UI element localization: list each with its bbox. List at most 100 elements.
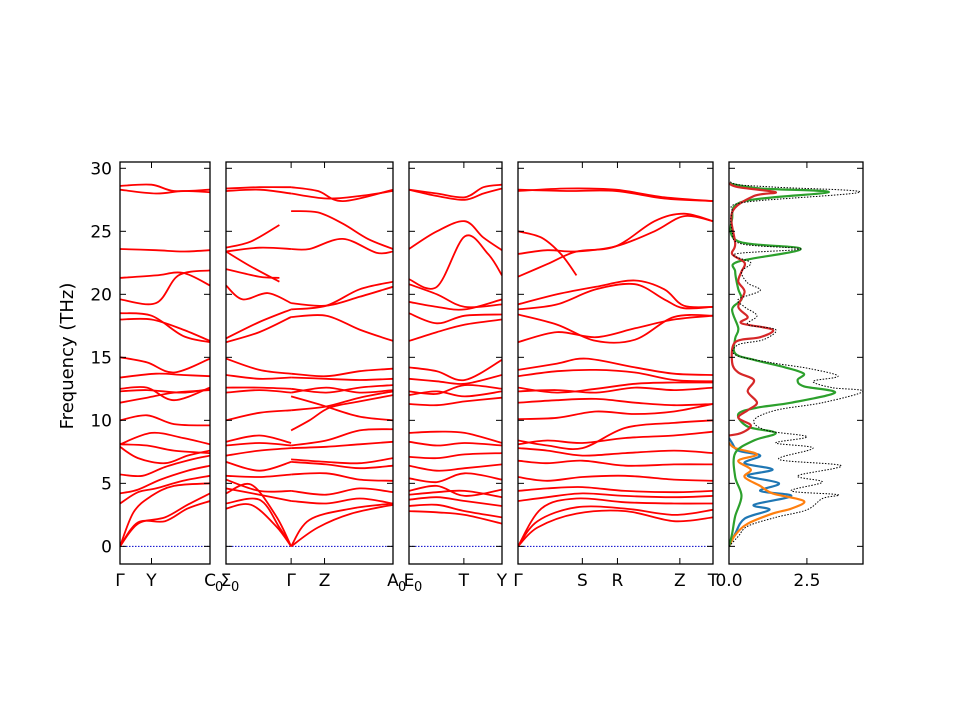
x-tick-label: S [577,571,588,591]
x-tick-label: Y [496,571,508,591]
panel-frame [517,161,714,565]
phonon-band [226,482,292,547]
x-tick-subscript: 0 [231,580,239,595]
phonon-band [409,503,502,519]
phonon-band [518,368,713,383]
phonon-band [291,237,393,255]
phonon-band [226,268,280,279]
phonon-band [226,389,292,394]
phonon-band [226,478,292,493]
panel-frame [225,161,394,565]
phonon-band [518,357,713,376]
x-tick-label: T [458,571,470,591]
phonon-band [226,461,292,472]
phonon-band [120,372,210,379]
x-tick-label: Σ [221,571,232,591]
x-tick-subscript: 0 [398,580,406,595]
phonon-band [409,384,502,395]
phonon-band [226,447,292,457]
phonon-band [291,461,393,470]
phonon-band [290,395,393,422]
phonon-band [120,431,210,446]
phonon-band [518,459,713,467]
phonon-band [226,224,280,249]
phonon-band [226,442,292,447]
x-tick-label: R [612,571,624,591]
phonon-band [120,474,210,505]
phonon-band [409,396,502,407]
phonon-band [291,210,393,250]
x-tick-label: Z [319,571,331,591]
phonon-band [226,386,292,390]
x-tick-label: A [387,571,399,591]
phonon-band [290,390,393,412]
x-tick-label: 0.0 [715,571,742,591]
panel-frame [408,161,503,565]
phonon-band [518,214,713,255]
phonon-band [518,279,713,309]
phonon-band [518,313,713,344]
phonon-band [290,186,393,203]
phonon-band [291,376,393,381]
phonon-band [518,188,713,202]
partial-dos-curve [729,437,793,547]
phonon-band [409,484,502,497]
phonon-band [120,482,210,547]
phonon-band [291,457,393,465]
phonon-band [409,440,502,447]
phonon-band [518,492,713,502]
phonon-band [226,434,292,444]
phonon-band [518,419,713,450]
phonon-band [518,397,713,407]
phonon-band [120,443,210,454]
total-dos-curve [729,180,863,547]
phonon-band [120,317,210,342]
phonon-band [120,492,210,547]
phonon-band [120,414,210,427]
phonon-band [409,472,502,484]
phonon-band [518,212,713,278]
phonon-band [409,510,502,525]
plot-area [120,183,210,547]
y-tick-label: 30 [90,159,112,179]
phonon-band [409,283,502,309]
phonon-band [409,359,502,382]
phonon-band [409,312,502,325]
y-tick-label: 0 [101,537,112,557]
phonon-band [409,496,502,507]
panel-frame [728,161,864,565]
plot-area [729,180,863,547]
plot-area [409,183,502,547]
phonon-band [409,187,502,201]
phonon-band [409,318,502,342]
x-tick-label: Y [145,571,157,591]
y-tick-label: 15 [90,348,112,368]
phonon-band [518,447,713,457]
phonon-band [120,387,210,394]
y-tick-label: 25 [90,222,112,242]
panel-frame [119,161,211,565]
phonon-band [290,384,393,394]
phonon-band [226,409,292,422]
phonon-band [226,308,292,340]
phonon-band [291,440,393,449]
x-tick-subscript: 0 [215,580,223,595]
phonon-band [409,298,502,311]
phonon-band [226,316,292,344]
phonon-band [409,430,502,444]
panel-5: 0.0 2.5 [715,161,864,591]
phonon-band [518,509,713,548]
x-tick-subscript: 0 [414,580,422,595]
phonon-band [226,374,292,380]
plot-area [226,186,393,548]
phonon-band [120,188,210,195]
phonon-band [409,183,502,199]
phonon-band [120,269,210,306]
phonon-band [291,285,393,307]
phonon-band [409,234,502,290]
